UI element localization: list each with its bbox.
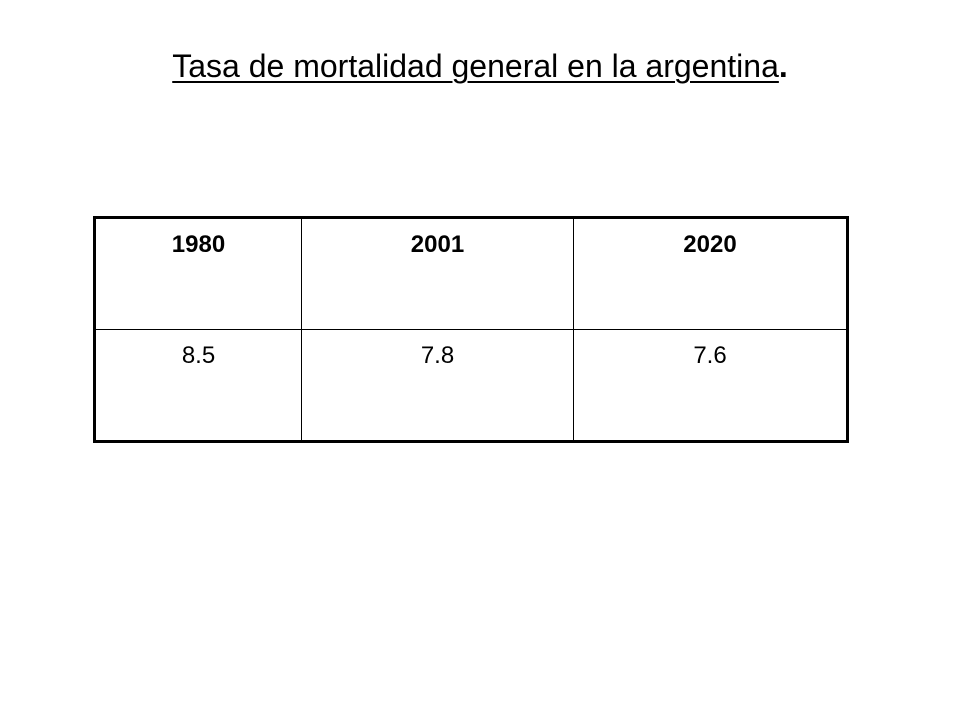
header-cell-2001: 2001: [301, 217, 574, 330]
header-cell-2020: 2020: [573, 217, 848, 330]
header-cell-1980: 1980: [94, 217, 302, 330]
table-header-row: 1980 2001 2020: [94, 217, 848, 330]
value-cell-2001: 7.8: [301, 329, 574, 442]
value-cell-1980: 8.5: [94, 329, 302, 442]
table-row: 8.5 7.8 7.6: [94, 329, 848, 442]
value-cell-2020: 7.6: [573, 329, 848, 442]
title-text: Tasa de mortalidad general en la argenti…: [172, 48, 779, 84]
mortality-rate-table: 1980 2001 2020 8.5 7.8 7.6: [93, 216, 849, 443]
page-title: Tasa de mortalidad general en la argenti…: [0, 44, 960, 88]
title-period: .: [778, 48, 788, 84]
